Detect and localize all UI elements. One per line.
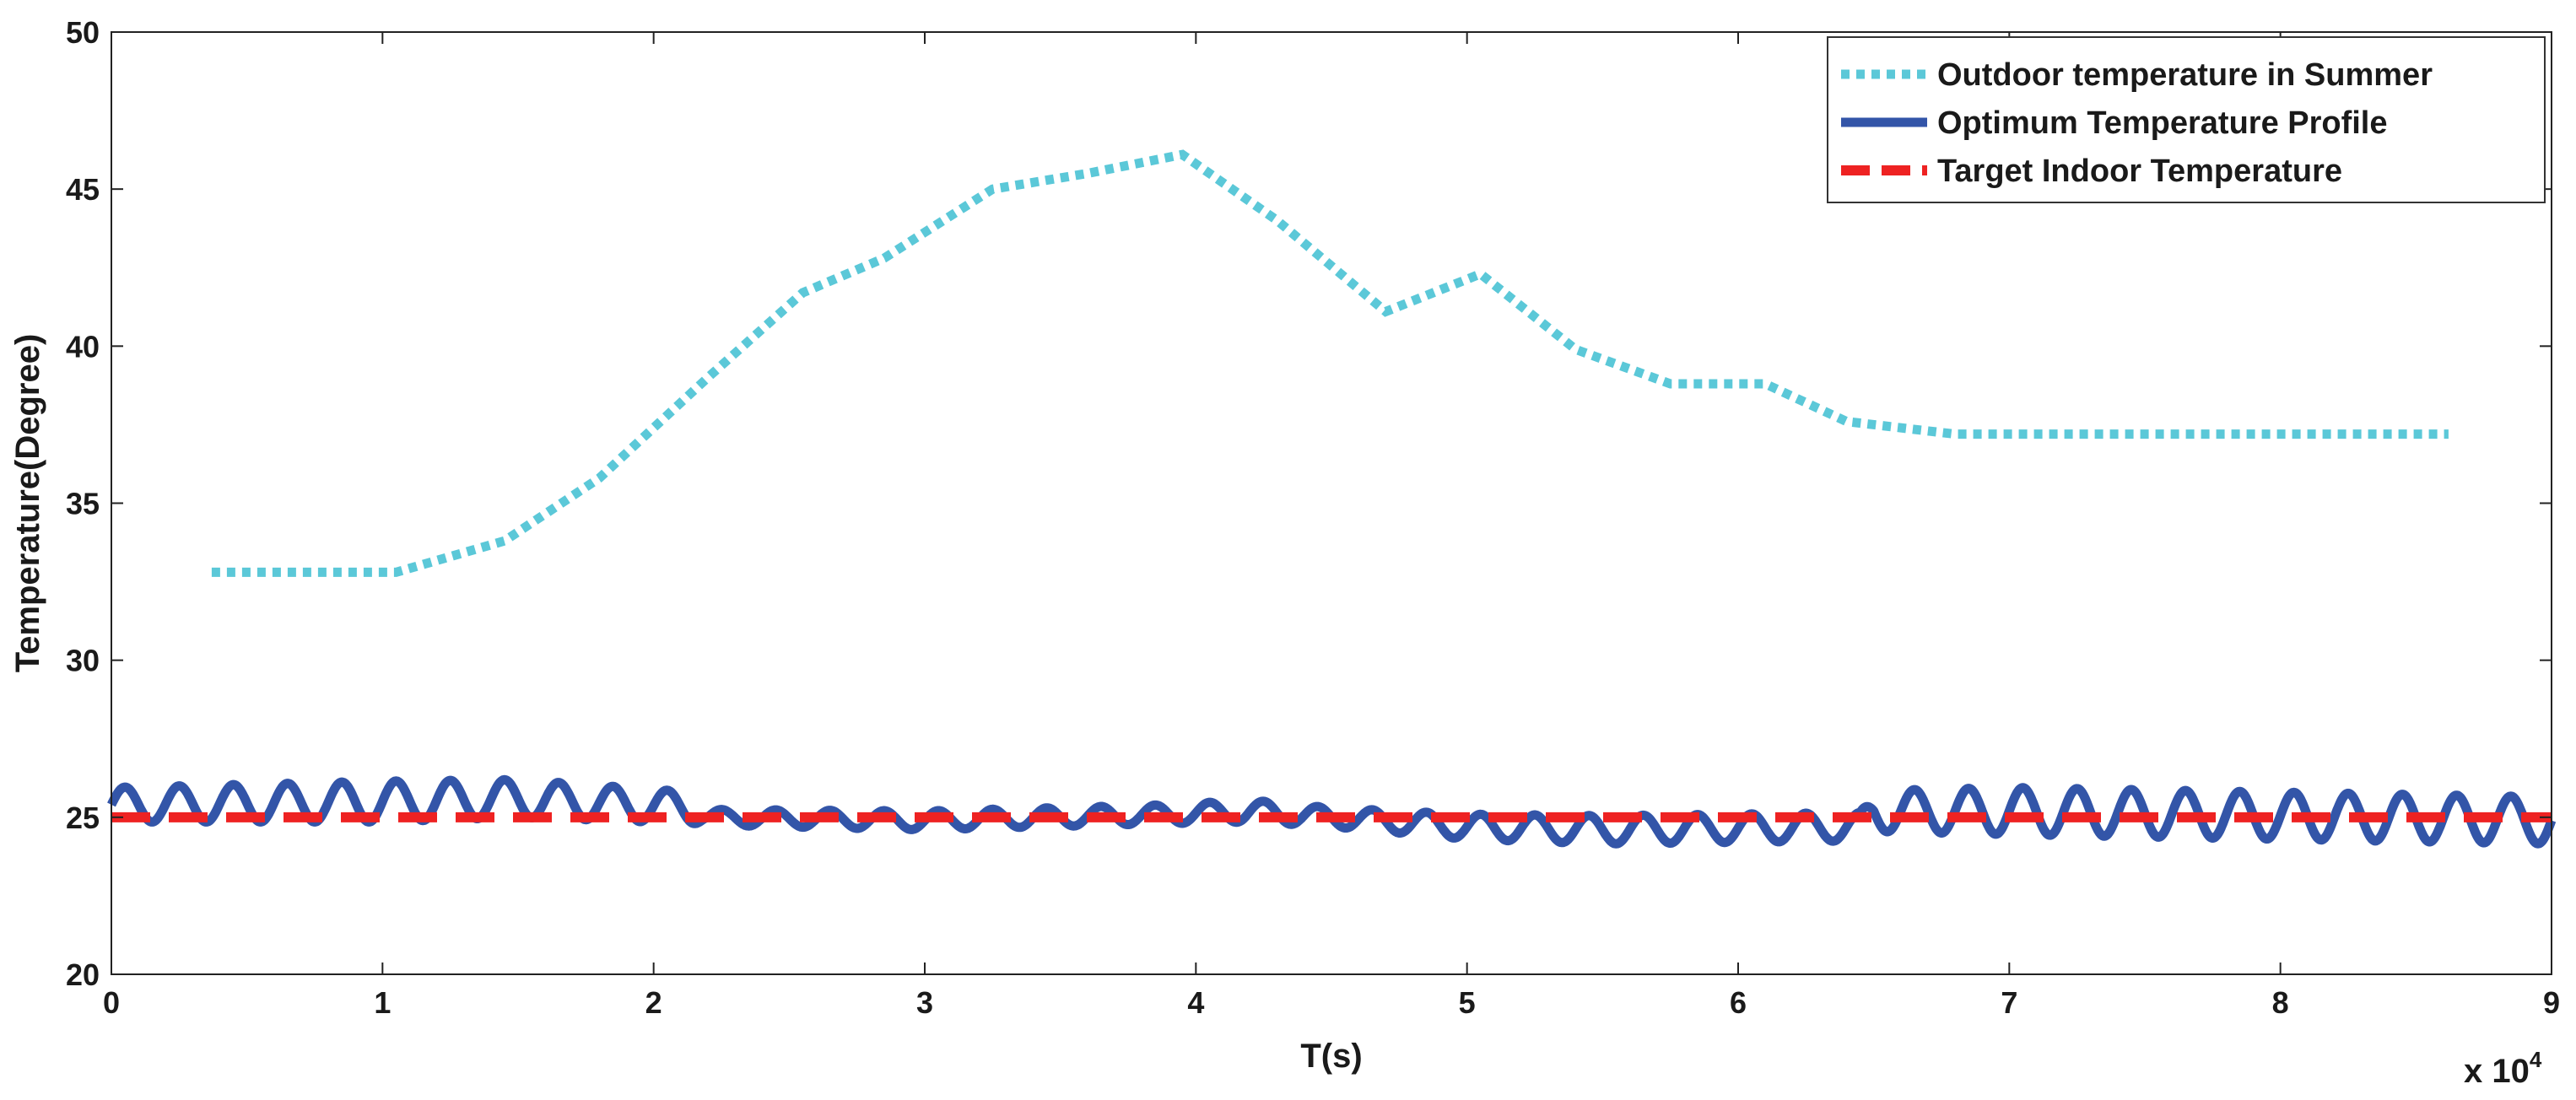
x-tick-label-4: 4 bbox=[1187, 985, 1204, 1020]
x-tick-label-3: 3 bbox=[916, 985, 933, 1020]
y-tick-label-40: 40 bbox=[66, 329, 100, 364]
x-tick-label-5: 5 bbox=[1459, 985, 1476, 1020]
x-tick-label-0: 0 bbox=[103, 985, 120, 1020]
x-tick-label-7: 7 bbox=[2001, 985, 2017, 1020]
y-tick-label-35: 35 bbox=[66, 487, 100, 521]
legend-box bbox=[1827, 36, 2546, 203]
plot-series bbox=[107, 149, 2557, 849]
x-axis-multiplier-exponent: 4 bbox=[2530, 1047, 2542, 1072]
x-axis-multiplier-base: x 10 bbox=[2464, 1053, 2530, 1090]
y-axis-label: Temperature(Degree) bbox=[9, 334, 46, 673]
x-axis-label: T(s) bbox=[1300, 1038, 1362, 1075]
x-tick-label-6: 6 bbox=[1730, 985, 1747, 1020]
series-line-outdoor bbox=[211, 149, 2449, 577]
legend-label-optimum: Optimum Temperature Profile bbox=[1937, 105, 2388, 141]
x-tick-label-8: 8 bbox=[2272, 985, 2289, 1020]
x-tick-label-2: 2 bbox=[645, 985, 662, 1020]
legend-label-target: Target Indoor Temperature bbox=[1937, 154, 2342, 189]
y-tick-label-50: 50 bbox=[66, 15, 100, 50]
legend: Outdoor temperature in Summer Optimum Te… bbox=[1827, 36, 2546, 203]
x-tick-label-1: 1 bbox=[374, 985, 391, 1020]
y-tick-label-30: 30 bbox=[66, 644, 100, 678]
y-tick-label-20: 20 bbox=[66, 957, 100, 992]
y-tick-label-25: 25 bbox=[66, 801, 100, 835]
y-tick-label-45: 45 bbox=[66, 172, 100, 207]
x-axis-multiplier: x 104 bbox=[2464, 1047, 2542, 1090]
legend-label-outdoor: Outdoor temperature in Summer bbox=[1937, 57, 2433, 93]
x-tick-label-9: 9 bbox=[2543, 985, 2560, 1020]
